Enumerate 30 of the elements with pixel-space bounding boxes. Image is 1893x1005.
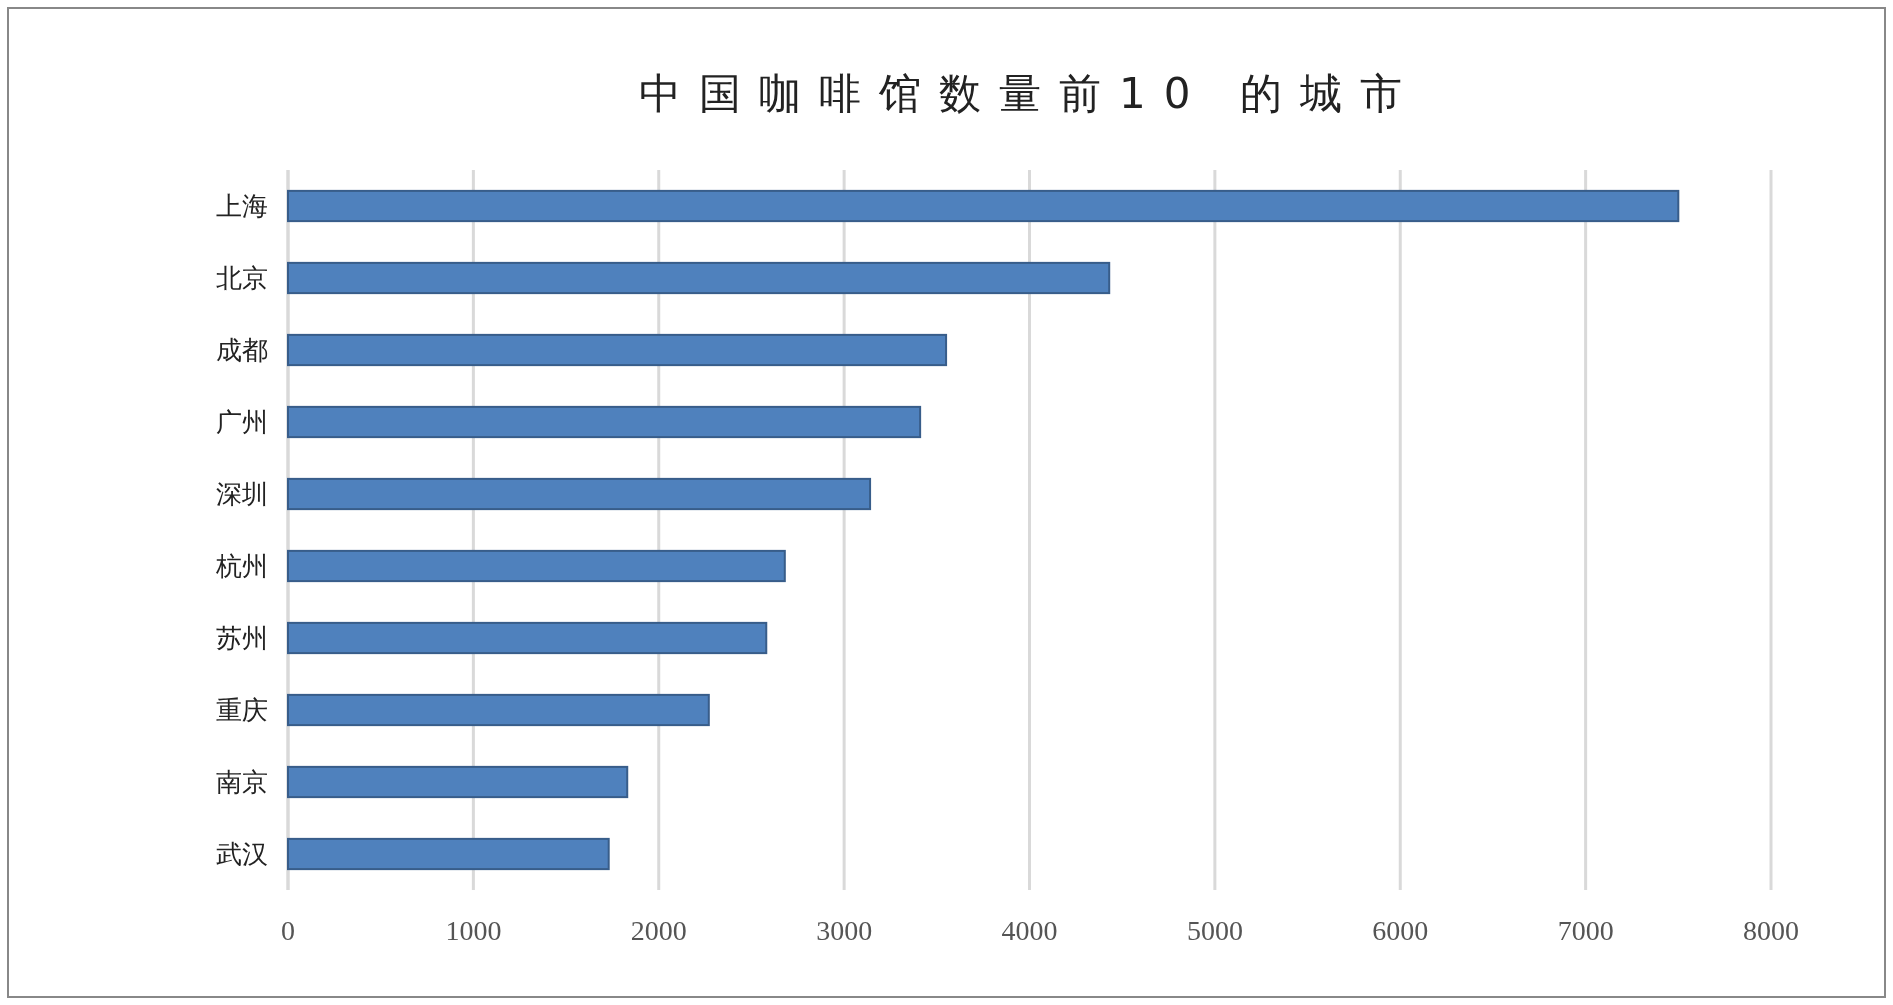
x-tick-label: 4000 — [1001, 915, 1058, 946]
bar — [287, 261, 1111, 295]
x-tick-label: 5000 — [1186, 915, 1243, 946]
bar — [287, 621, 768, 655]
y-tick-label: 苏州 — [216, 623, 268, 653]
bar — [287, 549, 786, 583]
y-tick-label: 武汉 — [216, 839, 268, 869]
x-tick-label: 3000 — [816, 915, 873, 946]
y-tick-label: 重庆 — [216, 695, 268, 725]
x-tick-label: 1000 — [445, 915, 502, 946]
y-tick-label: 上海 — [216, 191, 268, 221]
chart-title: 中国咖啡馆数量前10 的城市 — [639, 69, 1420, 118]
x-tick-label: 6000 — [1372, 915, 1429, 946]
bar — [287, 693, 710, 727]
y-tick-label: 南京 — [216, 767, 268, 797]
bar — [287, 837, 610, 871]
bar — [287, 333, 948, 367]
y-tick-label: 北京 — [216, 263, 268, 293]
bar — [287, 405, 922, 439]
y-tick-label: 深圳 — [216, 479, 268, 509]
bar — [287, 765, 629, 799]
x-tick-label: 0 — [281, 915, 295, 946]
x-tick-label: 8000 — [1743, 915, 1799, 946]
x-tick-label: 2000 — [630, 915, 687, 946]
x-tick-label: 7000 — [1557, 915, 1614, 946]
y-tick-label: 成都 — [216, 335, 268, 365]
bar — [287, 189, 1680, 223]
y-tick-label: 杭州 — [215, 551, 268, 581]
y-tick-label: 广州 — [216, 407, 268, 437]
bar — [287, 477, 872, 511]
